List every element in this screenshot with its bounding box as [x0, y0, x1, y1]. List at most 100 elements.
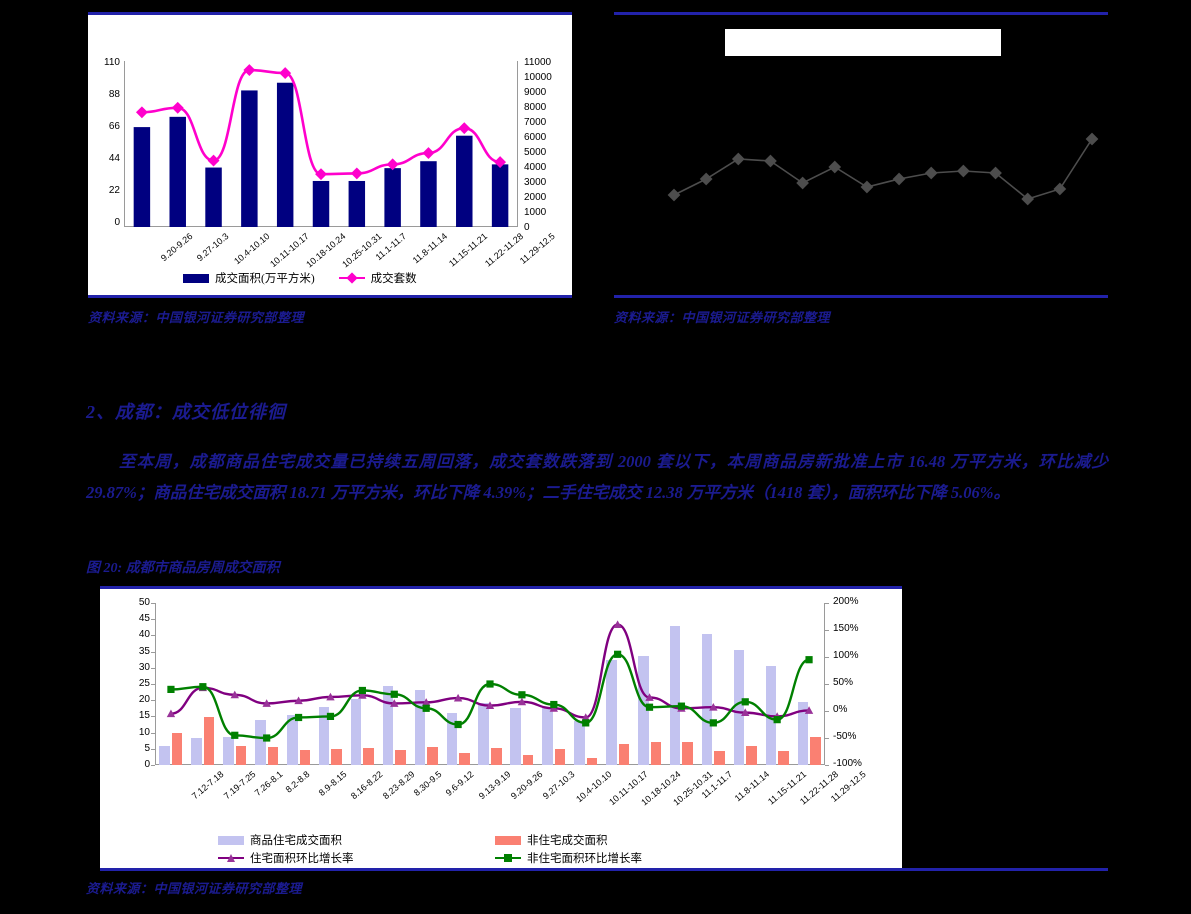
y2-tick-mark [825, 684, 829, 685]
chart-bar [267, 747, 279, 765]
chart-main-legend-3: 住宅面积环比增长率 [218, 850, 354, 866]
source-right: 资料来源：中国银河证券研究部整理 [614, 310, 831, 325]
legend-swatch-nonresidential-area [495, 835, 521, 845]
x-tick-label: 8.9-8.15 [316, 769, 349, 798]
y2-tick-label: -100% [833, 758, 862, 769]
y2-tick-label: 100% [833, 650, 859, 661]
chart-bar [427, 746, 438, 765]
y-tick-mark [151, 732, 155, 734]
chart-bar [159, 746, 170, 765]
section-paragraph: 至本周，成都商品住宅成交量已持续五周回落，成交套数跌落到 2000 套以下，本周… [86, 452, 1108, 502]
y2-tick-label: 1000 [524, 207, 547, 218]
chart-bar [191, 738, 202, 765]
legend-label: 住宅面积环比增长率 [250, 853, 354, 865]
y-tick-label: 66 [108, 121, 120, 132]
chart-top-right-plot [614, 15, 1108, 298]
chart-top-right-white-box [725, 29, 1001, 56]
y-tick-label: 44 [108, 153, 120, 164]
x-tick-label: 11.22-11.28 [483, 231, 526, 269]
source-left: 资料来源：中国银河证券研究部整理 [88, 310, 305, 325]
y2-tick-label: 5000 [524, 147, 547, 158]
figure-caption-rule [100, 586, 902, 589]
y-tick-mark [151, 765, 155, 766]
chart-main-plot [155, 603, 825, 765]
chart-bar [510, 707, 521, 765]
legend-swatch-units [338, 272, 365, 284]
x-tick-label: 9.13-9.19 [476, 769, 513, 802]
chart-bar [522, 755, 534, 765]
legend-swatch-nonresidential-growth [495, 853, 521, 863]
y2-tick-label: 9000 [524, 87, 547, 98]
source-bottom: 资料来源：中国银河证券研究部整理 [86, 881, 303, 896]
y-tick-label: 50 [138, 597, 150, 608]
y-tick-label: 30 [138, 661, 150, 673]
chart-bar [171, 732, 183, 765]
y2-tick-label: 11000 [524, 57, 552, 68]
chart-bar [574, 721, 585, 765]
legend-label: 成交面积(万平方米) [215, 273, 315, 285]
legend-label: 非住宅面积环比增长率 [527, 853, 642, 865]
chart-bar [733, 649, 745, 765]
figure-panel-left-title [88, 0, 572, 12]
y-tick-label: 5 [144, 742, 150, 754]
chart-bar [701, 633, 713, 765]
chart-top-left-plot [124, 61, 518, 227]
chart-bar [618, 744, 630, 765]
chart-bar [682, 741, 693, 765]
y2-tick-label: 8000 [524, 102, 547, 113]
y-tick-mark [151, 619, 155, 621]
chart-main-legend-1: 商品住宅成交面积 [218, 832, 342, 848]
chart-bar [778, 751, 789, 765]
chart-bar [459, 753, 470, 765]
y-tick-label: 25 [138, 678, 150, 689]
y2-tick-label: 6000 [524, 132, 547, 143]
chart-bar [331, 748, 342, 765]
x-tick-label: 11.8-11.14 [410, 231, 449, 266]
y2-tick-label: 0% [833, 704, 848, 715]
y-tick-label: 0 [114, 217, 120, 228]
y-tick-label: 10 [138, 726, 150, 738]
figure-caption: 图 20: 成都市商品房周成交面积 [86, 561, 280, 576]
y-tick-label: 88 [108, 89, 120, 100]
chart-bar [542, 706, 553, 765]
chart-bar [299, 750, 311, 765]
chart-bar [223, 736, 234, 765]
y2-tick-label: 200% [833, 596, 859, 607]
legend-swatch-residential-growth [218, 853, 244, 863]
x-tick-label: 9.6-9.12 [443, 769, 476, 798]
figure-panel-right: 资料来源：中国银河证券研究部整理 [614, 0, 1108, 325]
chart-bar [255, 720, 266, 765]
y-tick-mark [151, 700, 155, 702]
y-tick-label: 110 [104, 57, 120, 68]
x-tick-label: 8.30-9.5 [412, 769, 444, 798]
chart-bar [586, 757, 598, 765]
chart-bar [382, 685, 394, 765]
chart-bar [637, 656, 649, 765]
y-tick-label: 35 [138, 645, 150, 657]
y-tick-label: 45 [138, 613, 150, 625]
chart-bar [318, 707, 330, 765]
figure-rule-right [614, 12, 1108, 15]
chart-bar [414, 689, 426, 765]
chart-bar [203, 717, 215, 765]
section-heading: 2、成都：成交低位徘徊 [86, 402, 286, 422]
figure-panel-right-title [614, 0, 1108, 12]
chart-bar [395, 750, 406, 765]
chart-bar [606, 659, 617, 765]
chart-bar [235, 745, 247, 765]
x-tick-label: 8.16-8.22 [349, 769, 385, 802]
chart-bar [650, 742, 662, 765]
chart-bar [797, 701, 809, 765]
chart-bar [350, 698, 362, 765]
y2-tick-mark [825, 765, 829, 766]
x-tick-label: 7.12-7.18 [189, 769, 226, 802]
chart-main-canvas: 0 5 10 15 20 25 30 35 40 45 50 -100% -50% 0% 50% 100% 1… [100, 589, 902, 868]
legend-swatch-area [183, 273, 209, 283]
square-marker [504, 854, 512, 862]
top-charts-row: 110 88 66 44 22 0 11000 10000 9000 8000 … [0, 0, 1191, 330]
legend-label: 成交套数 [370, 273, 417, 285]
x-tick-label: 9.27-10.3 [540, 769, 577, 802]
y-tick-label: 22 [108, 185, 120, 196]
y-tick-label: 40 [138, 629, 150, 641]
legend-label: 商品住宅成交面积 [250, 835, 342, 847]
